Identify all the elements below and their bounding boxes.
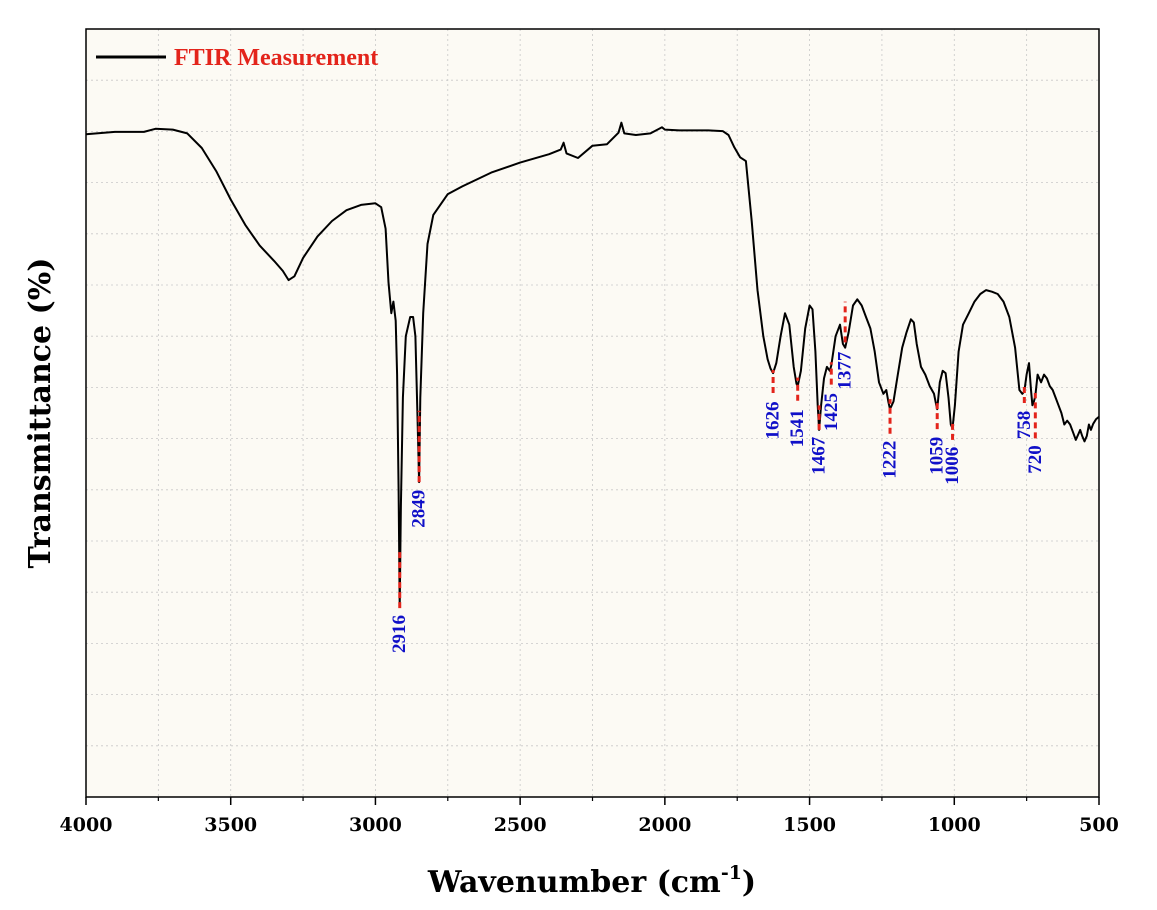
peak-label: 1006 (942, 447, 963, 485)
peak-label: 1377 (835, 351, 856, 390)
x-axis-ticks: 4000 3500 3000 2500 2000 1500 1000 500 (60, 797, 1119, 836)
y-axis-title: Transmittance (%) (23, 258, 58, 569)
x-tick-label: 2000 (638, 814, 691, 836)
peak-label: 720 (1025, 445, 1046, 474)
peak-label: 758 (1014, 411, 1035, 440)
x-tick-label: 1000 (928, 814, 981, 836)
legend: FTIR Measurement (96, 45, 378, 71)
x-tick-label: 1500 (783, 814, 836, 836)
x-tick-label: 4000 (60, 814, 113, 836)
peak-label: 1059 (927, 437, 948, 475)
x-tick-label: 2500 (494, 814, 547, 836)
peak-label: 1541 (787, 409, 808, 447)
peak-label: 1222 (880, 441, 901, 479)
x-tick-label: 3000 (349, 814, 402, 836)
peak-label: 1425 (821, 393, 842, 431)
x-tick-label: 500 (1079, 814, 1119, 836)
peak-label: 1467 (809, 436, 830, 475)
peak-label: 1626 (763, 402, 784, 440)
x-axis-title-end: ) (742, 865, 756, 900)
legend-label: FTIR Measurement (174, 45, 378, 71)
x-axis-title: Wavenumber (cm-1) (427, 862, 756, 900)
x-axis-title-main: Wavenumber (cm (427, 865, 721, 900)
peak-label: 2916 (389, 615, 410, 653)
peak-label: 2849 (409, 490, 430, 528)
x-tick-label: 3500 (204, 814, 257, 836)
x-axis-title-superscript: -1 (721, 862, 742, 884)
